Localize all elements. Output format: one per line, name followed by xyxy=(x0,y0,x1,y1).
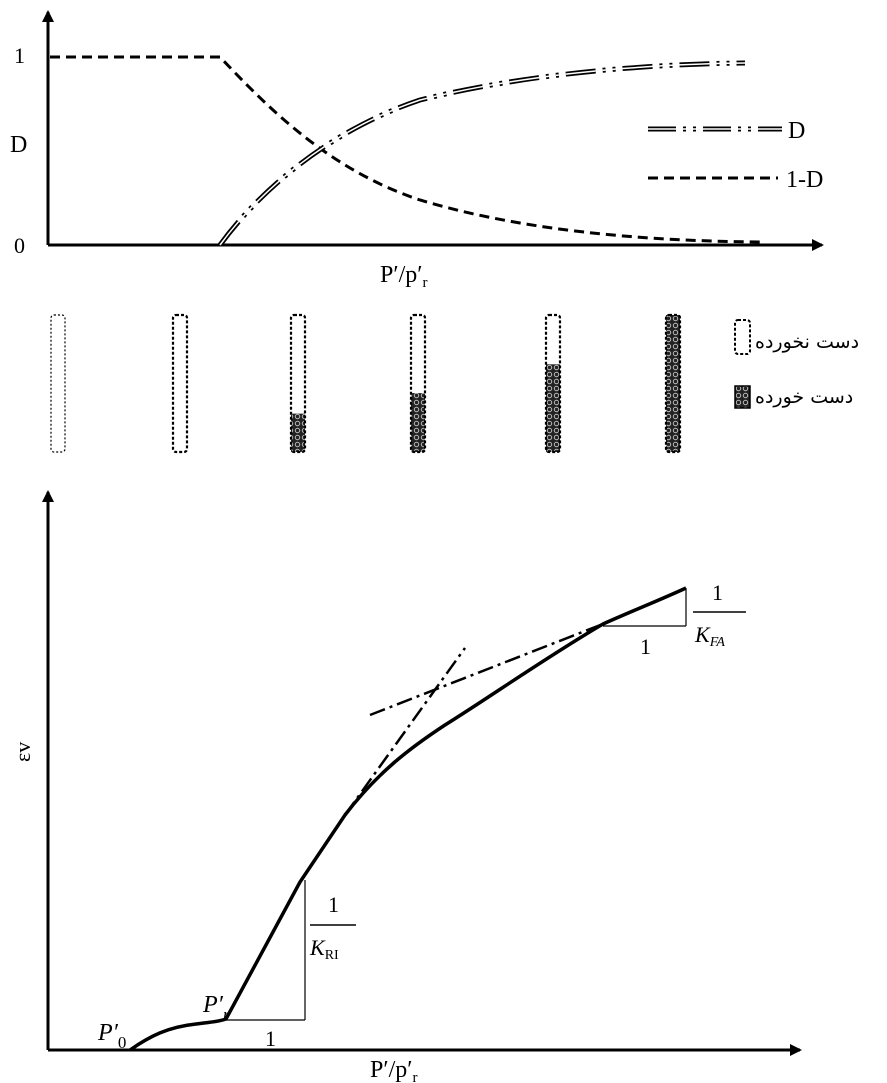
specimen-outline xyxy=(409,313,427,454)
specimen-damaged-fill xyxy=(411,393,425,452)
specimen-outline xyxy=(664,313,682,454)
top-y-tick-1: 1 xyxy=(14,43,25,68)
tangent-steep xyxy=(343,647,467,816)
bottom-x-label-main: P′/p′r xyxy=(370,1057,418,1083)
damaged-label: دست خورده xyxy=(755,386,853,408)
top-x-label: P′/p′r xyxy=(380,262,428,291)
undamaged-label: دست نخورده xyxy=(755,331,859,353)
undamaged-swatch xyxy=(734,319,751,355)
fa-run: 1 xyxy=(640,634,651,659)
top-y-label: D xyxy=(10,132,27,158)
curve-one-minus-d xyxy=(50,55,761,244)
curve-d xyxy=(217,60,746,247)
top-chart: 1 0 D P′/p′r D 1-D xyxy=(10,10,824,291)
specimen-outline xyxy=(544,313,562,454)
specimen-outline xyxy=(289,313,307,454)
legend-one-minus-d-label: 1-D xyxy=(786,167,823,193)
ri-numerator: 1 xyxy=(328,892,339,917)
specimen xyxy=(50,314,66,453)
specimen-row xyxy=(50,313,682,454)
specimen xyxy=(171,313,189,454)
specimen-damaged-fill xyxy=(546,364,560,452)
top-y-tick-0: 0 xyxy=(14,233,25,258)
specimen xyxy=(544,313,562,454)
specimen-outline xyxy=(171,313,189,454)
specimen-legend: دست نخورده دست خورده xyxy=(734,319,859,409)
fa-numerator: 1 xyxy=(712,580,723,605)
specimen-damaged-fill xyxy=(666,315,680,452)
top-legend: D 1-D xyxy=(648,118,823,193)
damaged-swatch xyxy=(734,385,751,409)
pr-label: P′r xyxy=(202,992,230,1024)
specimen-damaged-fill xyxy=(291,413,305,452)
volumetric-strain-curve-main xyxy=(128,586,687,1052)
tangent-shallow xyxy=(369,622,604,717)
ri-run: 1 xyxy=(265,1026,276,1051)
ri-denominator: KRI xyxy=(309,935,339,963)
specimen xyxy=(289,313,307,454)
specimen xyxy=(409,313,427,454)
p0-label: P′0 xyxy=(97,1020,126,1052)
specimen-outline xyxy=(50,314,66,453)
bottom-y-label-main: εv xyxy=(10,742,35,762)
fa-denominator: KFA xyxy=(694,622,725,650)
specimen xyxy=(664,313,682,454)
legend-d-label: D xyxy=(788,118,805,144)
